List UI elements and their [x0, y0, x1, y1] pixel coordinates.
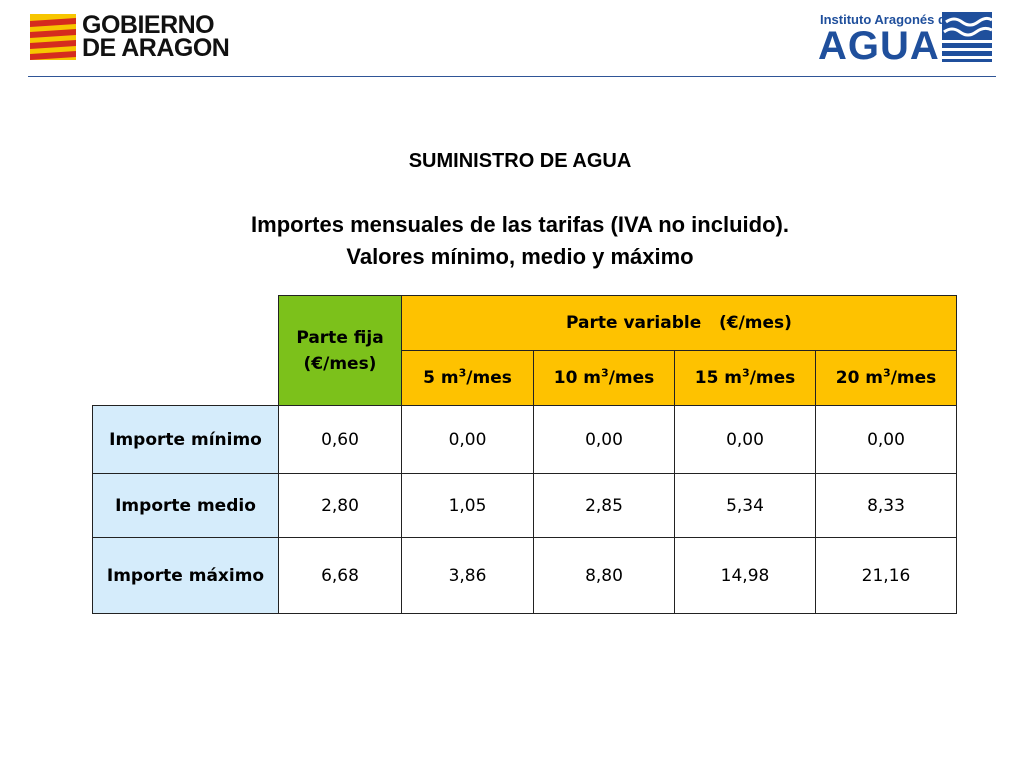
- table-cell: 14,98: [674, 537, 816, 614]
- table-cell: 8,80: [533, 537, 675, 614]
- slide-title: SUMINISTRO DE AGUA: [408, 150, 632, 172]
- volume-value: 20 m: [835, 368, 884, 388]
- fixed-part-header: Parte fija (€/mes): [278, 295, 402, 406]
- table-row: Importe mínimo 0,60 0,00 0,00 0,00 0,00: [92, 405, 957, 474]
- volume-value: 15 m: [694, 368, 743, 388]
- volume-exponent: 3: [458, 366, 467, 380]
- volume-header-15: 15 m3/mes: [674, 350, 816, 406]
- table-cell: 6,68: [278, 537, 402, 614]
- table-cell: 8,33: [815, 473, 957, 538]
- table-row: Importe máximo 6,68 3,86 8,80 14,98 21,1…: [92, 537, 957, 614]
- instituto-aragones-agua-logo: Instituto Aragonés del AGUA: [818, 10, 994, 68]
- volume-header-5: 5 m3/mes: [401, 350, 534, 406]
- table-cell: 0,60: [278, 405, 402, 474]
- row-label-minimo: Importe mínimo: [92, 405, 279, 474]
- instituto-logo-line1: Instituto Aragonés del: [820, 12, 957, 27]
- gobierno-logo-line2: DE ARAGON: [82, 34, 230, 62]
- table-cell: 0,00: [815, 405, 957, 474]
- instituto-logo-line2: AGUA: [818, 24, 940, 68]
- volume-unit: /mes: [608, 368, 655, 388]
- volume-unit: /mes: [466, 368, 512, 388]
- volume-exponent: 3: [883, 366, 891, 380]
- volume-unit: /mes: [749, 368, 796, 388]
- row-label-maximo: Importe máximo: [92, 537, 279, 614]
- table-cell: 0,00: [674, 405, 816, 474]
- table-cell: 1,05: [401, 473, 534, 538]
- table-cell: 0,00: [533, 405, 675, 474]
- table-cell: 3,86: [401, 537, 534, 614]
- subtitle-line-1: Importes mensuales de las tarifas (IVA n…: [251, 212, 789, 237]
- volume-header-20: 20 m3/mes: [815, 350, 957, 406]
- aragon-flag-icon: [30, 14, 76, 60]
- subtitle-line-2: Valores mínimo, medio y máximo: [346, 244, 694, 269]
- volume-unit: /mes: [890, 368, 937, 388]
- empty-corner-cell: [93, 296, 279, 406]
- volume-value: 5 m: [423, 368, 459, 388]
- slide-header: GOBIERNO DE ARAGON Instituto Aragonés de…: [0, 0, 1024, 80]
- volume-header-10: 10 m3/mes: [533, 350, 675, 406]
- tariff-table: Parte fija (€/mes) Parte variable (€/mes…: [92, 295, 957, 614]
- variable-part-header: Parte variable (€/mes): [401, 295, 957, 351]
- slide-subtitle: Importes mensuales de las tarifas (IVA n…: [0, 209, 1024, 273]
- table-cell: 5,34: [674, 473, 816, 538]
- water-waves-icon: [942, 12, 992, 62]
- table-header-row: Parte fija (€/mes) Parte variable (€/mes…: [93, 295, 957, 406]
- volume-value: 10 m: [553, 368, 602, 388]
- table-cell: 2,80: [278, 473, 402, 538]
- header-divider: [28, 76, 996, 77]
- volume-exponent: 3: [742, 366, 750, 380]
- volume-exponent: 3: [601, 366, 609, 380]
- gobierno-logo-line1: GOBIERNO: [82, 11, 215, 39]
- table-cell: 2,85: [533, 473, 675, 538]
- table-cell: 0,00: [401, 405, 534, 474]
- gobierno-de-aragon-logo: GOBIERNO DE ARAGON: [30, 11, 230, 62]
- table-row: Importe medio 2,80 1,05 2,85 5,34 8,33: [92, 473, 957, 538]
- volume-header-row: 5 m3/mes 10 m3/mes 15 m3/mes 20 m3/mes: [93, 350, 957, 406]
- table-cell: 21,16: [815, 537, 957, 614]
- row-label-medio: Importe medio: [92, 473, 279, 538]
